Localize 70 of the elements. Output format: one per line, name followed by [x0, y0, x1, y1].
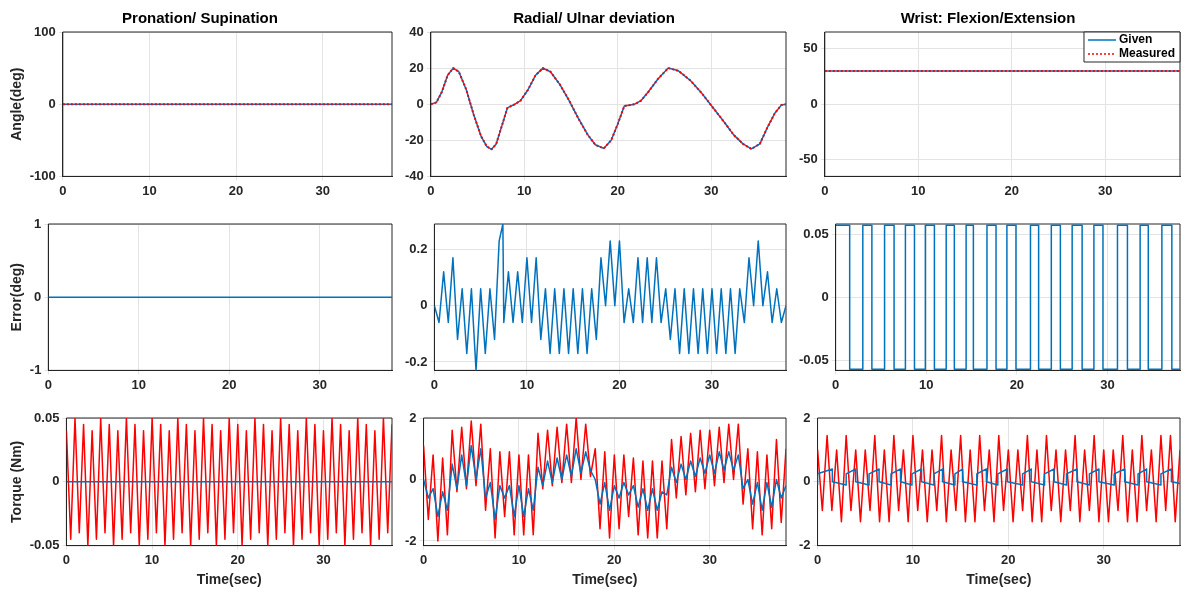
y-axis-title: Torque (Nm)	[8, 440, 25, 523]
x-tick-label: 20	[612, 376, 627, 392]
x-tick-label: 20	[230, 551, 246, 567]
y-tick-label: 0	[34, 288, 42, 304]
chart-title: Radial/ Ulnar deviation	[513, 9, 675, 27]
chart-title: Wrist: Flexion/Extension	[900, 9, 1076, 27]
y-tick-label: 0	[48, 95, 56, 111]
x-tick-label: 20	[1001, 551, 1016, 567]
y-tick-label: 0	[409, 471, 417, 487]
x-tick-label: 10	[144, 551, 160, 567]
y-tick-label: 0	[420, 297, 428, 313]
y-tick-label: 0.05	[34, 409, 60, 425]
x-tick-label: 20	[221, 376, 237, 392]
x-tick-label: 10	[905, 551, 921, 567]
y-tick-label: -50	[798, 151, 818, 167]
x-tick-label: 0	[62, 551, 71, 567]
y-axis-title: Angle(deg)	[8, 67, 25, 141]
x-tick-label: 30	[1100, 376, 1115, 392]
y-tick-label: -0.05	[798, 351, 829, 367]
legend-label: Measured	[1118, 46, 1176, 61]
y-tick-label: -1	[29, 361, 42, 377]
y-tick-label: 0	[416, 95, 424, 111]
y-tick-label: 0.2	[409, 240, 428, 256]
legend-label: Given	[1118, 32, 1153, 47]
y-tick-label: 50	[803, 40, 818, 56]
y-tick-label: 0	[821, 288, 829, 304]
y-tick-label: 0.05	[803, 225, 829, 241]
x-tick-label: 30	[312, 376, 327, 392]
x-tick-label: 0	[832, 376, 840, 392]
x-tick-label: 20	[607, 551, 622, 567]
x-tick-label: 20	[610, 182, 625, 198]
x-tick-label: 20	[228, 182, 244, 198]
x-tick-label: 30	[702, 551, 717, 567]
x-axis-title: Time(sec)	[572, 571, 638, 588]
y-tick-label: 1	[34, 215, 42, 231]
y-tick-label: 2	[803, 409, 811, 425]
x-tick-label: 30	[1097, 182, 1113, 198]
y-tick-label: 0	[803, 473, 811, 489]
x-tick-label: 30	[1096, 551, 1111, 567]
y-tick-label: 0	[52, 473, 60, 489]
x-tick-label: 10	[511, 551, 527, 567]
y-tick-label: -2	[799, 537, 811, 553]
x-tick-label: 10	[142, 182, 157, 198]
y-tick-label: 100	[34, 23, 56, 39]
x-tick-label: 10	[517, 182, 532, 198]
y-tick-label: -100	[29, 167, 56, 183]
x-tick-label: 10	[131, 376, 147, 392]
y-tick-label: -0.2	[404, 353, 428, 369]
y-tick-label: -20	[404, 131, 424, 147]
y-tick-label: 40	[409, 23, 424, 39]
x-axis-title: Time(sec)	[966, 571, 1032, 588]
x-tick-label: 20	[1009, 376, 1025, 392]
x-tick-label: 10	[519, 376, 535, 392]
chart-title: Pronation/ Supination	[122, 9, 278, 27]
y-tick-label: -40	[404, 167, 424, 183]
y-tick-label: 2	[409, 409, 417, 425]
x-tick-label: 10	[919, 376, 934, 392]
x-tick-label: 10	[911, 182, 926, 198]
y-axis-title: Error(deg)	[8, 262, 25, 332]
x-tick-label: 30	[316, 551, 331, 567]
x-tick-label: 0	[430, 376, 439, 392]
x-axis-title: Time(sec)	[196, 571, 262, 588]
x-tick-label: 30	[703, 182, 719, 198]
x-tick-label: 20	[1004, 182, 1019, 198]
x-tick-label: 30	[704, 376, 720, 392]
x-tick-label: 30	[315, 182, 330, 198]
y-tick-label: -2	[405, 532, 417, 548]
y-tick-label: 0	[810, 95, 818, 111]
y-tick-label: 20	[409, 59, 424, 75]
y-tick-label: -0.05	[29, 537, 60, 553]
